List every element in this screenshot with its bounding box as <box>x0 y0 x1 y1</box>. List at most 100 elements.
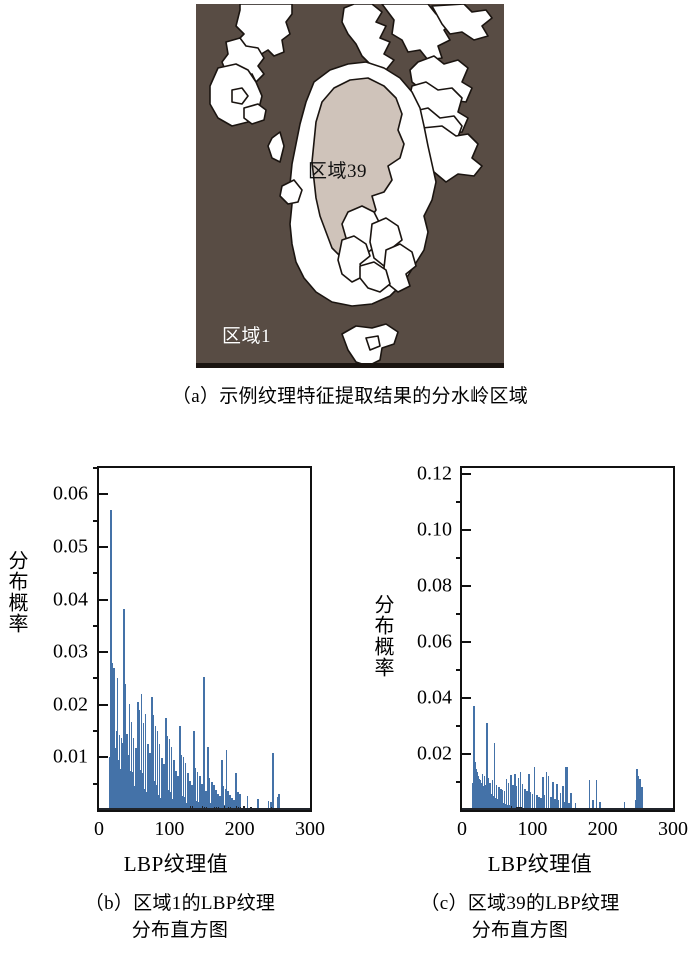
watershed-region-image: 区域39 区域1 <box>196 4 504 368</box>
histogram-bar <box>535 795 538 810</box>
histogram-bar <box>179 725 181 810</box>
histogram-bar <box>574 803 577 810</box>
histogram-bar <box>222 786 225 810</box>
histogram-bar <box>552 781 554 810</box>
caption-panel-b: （b）区域1的LBP纹理 分布直方图 <box>10 890 350 944</box>
histogram-bar <box>257 798 259 810</box>
histogram-bar <box>501 790 504 810</box>
histogram-bar <box>144 714 147 810</box>
histogram-bar <box>523 788 526 810</box>
y-axis-tick-mark <box>462 640 471 643</box>
histogram-bar <box>205 791 207 810</box>
histogram-bar <box>165 717 167 810</box>
y-axis-minor-tick <box>93 782 99 785</box>
y-axis-minor-tick <box>93 519 99 522</box>
y-axis-tick-label: 0.10 <box>417 518 452 541</box>
histogram-bar <box>124 683 126 810</box>
histogram-bar <box>278 794 281 810</box>
y-axis-minor-tick <box>456 612 462 615</box>
histogram-bar <box>599 801 601 810</box>
histogram-bar <box>174 770 177 810</box>
histogram-bar <box>267 801 270 810</box>
histogram-bar <box>217 794 219 810</box>
histogram-bar <box>168 738 171 810</box>
histogram-bar <box>526 790 528 810</box>
histogram-bar <box>132 738 135 810</box>
histogram-bar <box>531 793 534 810</box>
histogram-bar <box>154 725 157 810</box>
histogram-bar <box>529 792 532 810</box>
region-39-label: 区域39 <box>308 161 368 182</box>
histogram-bar <box>543 795 546 810</box>
histogram-bar <box>194 767 197 810</box>
histogram-bar <box>595 780 598 810</box>
y-axis-minor-tick <box>456 668 462 671</box>
y-axis-tick-mark <box>462 472 471 475</box>
chart-b-y-ticks: 0.01 0.02 0.03 0.04 0.05 0.06 <box>0 450 88 850</box>
histogram-bar <box>122 609 125 810</box>
histogram-bar <box>219 796 221 810</box>
histogram-bar <box>126 734 129 810</box>
histogram-bar <box>517 777 520 810</box>
histogram-bar <box>227 791 229 810</box>
histogram-bar <box>537 797 540 810</box>
histogram-bar <box>533 766 536 810</box>
histogram-bar <box>519 772 522 810</box>
chart-c-plot-area <box>456 466 675 812</box>
y-axis-tick-mark <box>462 752 471 755</box>
y-axis-tick-mark <box>99 598 108 601</box>
histogram-bar <box>238 794 241 810</box>
histogram-bar <box>110 510 112 810</box>
histogram-bar <box>142 723 145 810</box>
map-regions <box>209 4 493 367</box>
histogram-bar <box>120 738 123 810</box>
histogram-bar <box>564 766 567 810</box>
histogram-bar <box>215 790 217 810</box>
histogram-bar <box>203 677 205 810</box>
histogram-bar <box>229 795 231 810</box>
histogram-bar <box>623 801 626 810</box>
histogram-bar <box>200 783 203 810</box>
y-axis-minor-tick <box>93 677 99 680</box>
y-axis-minor-tick <box>456 724 462 727</box>
x-axis-tick-label: 200 <box>224 818 255 840</box>
histogram-bar <box>246 795 249 810</box>
baseline-band <box>462 807 673 810</box>
histogram-bar <box>473 706 475 810</box>
y-axis-tick-mark <box>462 696 471 699</box>
histogram-bar <box>497 787 500 810</box>
caption-panel-a: （a）示例纹理特征提取结果的分水岭区域 <box>171 386 529 407</box>
histogram-bar <box>182 757 185 810</box>
histogram-bar <box>172 760 175 810</box>
histogram-bar <box>557 799 560 810</box>
histogram-bar <box>128 704 131 810</box>
histogram-bar <box>180 754 183 810</box>
y-axis-minor-tick <box>93 572 99 575</box>
histogram-bar <box>210 781 213 810</box>
histogram-bar <box>177 775 179 810</box>
chart-b-bars <box>99 468 310 810</box>
y-axis-tick-mark <box>99 545 108 548</box>
caption-b-line1: （b）区域1的LBP纹理 <box>84 893 276 914</box>
caption-panel-c: （c）区域39的LBP纹理 分布直方图 <box>350 890 690 944</box>
histogram-bar <box>570 792 572 810</box>
histogram-bar <box>505 779 508 810</box>
y-axis-tick-label: 0.01 <box>53 745 88 768</box>
histogram-bar <box>540 798 542 810</box>
histogram-bar <box>568 802 570 810</box>
histogram-bar <box>189 781 191 810</box>
histogram-bar <box>134 747 137 810</box>
histogram-bar <box>221 760 224 810</box>
histogram-bar <box>511 784 514 810</box>
chart-b-plot-area <box>93 466 312 812</box>
x-axis-tick-label: 0 <box>94 818 104 840</box>
histogram-bar <box>130 721 133 810</box>
histogram-bar <box>116 678 119 810</box>
histogram-bar <box>235 773 238 810</box>
histogram-bar <box>272 753 274 810</box>
chart-panel-c: 分布概率 0.02 0.04 0.06 0.08 0.10 0.12 LBP纹理值 0 10… <box>350 450 700 876</box>
caption-c-line2: 分布直方图 <box>471 920 569 941</box>
histogram-bar <box>191 784 193 810</box>
histogram-bar <box>559 793 562 810</box>
histogram-bar <box>184 762 187 810</box>
